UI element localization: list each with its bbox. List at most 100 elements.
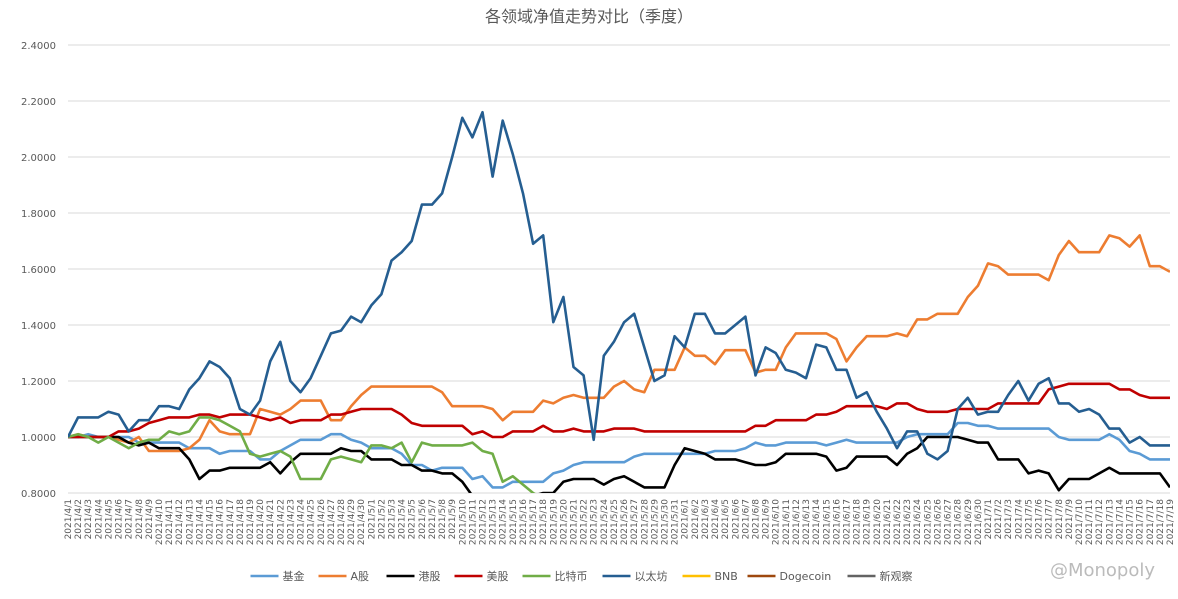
x-tick-label: 2021/4/9 bbox=[145, 499, 155, 540]
y-tick-label: 1.6000 bbox=[21, 265, 56, 276]
x-tick-label: 2021/4/24 bbox=[297, 499, 307, 545]
y-tick-label: 1.0000 bbox=[21, 433, 56, 444]
x-tick-label: 2021/4/23 bbox=[286, 499, 296, 545]
x-tick-label: 2021/6/15 bbox=[822, 499, 832, 545]
x-tick-label: 2021/5/16 bbox=[519, 499, 529, 545]
x-tick-label: 2021/5/25 bbox=[610, 499, 620, 545]
x-tick-label: 2021/4/17 bbox=[226, 499, 236, 545]
x-tick-label: 2021/4/27 bbox=[327, 499, 337, 545]
x-tick-label: 2021/6/4 bbox=[711, 499, 721, 540]
x-tick-label: 2021/5/9 bbox=[448, 499, 458, 540]
x-tick-label: 2021/4/28 bbox=[337, 499, 347, 545]
x-tick-label: 2021/7/1 bbox=[984, 499, 994, 539]
x-tick-label: 2021/5/22 bbox=[580, 499, 590, 545]
x-tick-label: 2021/4/11 bbox=[165, 499, 175, 545]
x-tick-label: 2021/6/25 bbox=[923, 499, 933, 545]
x-tick-label: 2021/7/10 bbox=[1075, 499, 1085, 545]
x-tick-label: 2021/5/21 bbox=[570, 499, 580, 545]
series-line bbox=[68, 421, 1170, 489]
x-tick-label: 2021/7/12 bbox=[1095, 499, 1105, 545]
x-tick-label: 2021/6/24 bbox=[913, 499, 923, 545]
x-tick-label: 2021/7/8 bbox=[1055, 499, 1065, 540]
x-tick-label: 2021/4/14 bbox=[195, 499, 205, 545]
x-tick-label: 2021/6/8 bbox=[751, 499, 761, 540]
x-tick-label: 2021/6/1 bbox=[681, 499, 691, 539]
x-tick-label: 2021/7/15 bbox=[1126, 499, 1136, 545]
legend-label: 基金 bbox=[283, 569, 305, 583]
x-tick-label: 2021/6/10 bbox=[772, 499, 782, 545]
x-tick-label: 2021/6/9 bbox=[762, 499, 772, 540]
x-tick-label: 2021/5/12 bbox=[479, 499, 489, 545]
y-tick-label: 0.8000 bbox=[21, 489, 56, 500]
x-tick-label: 2021/6/2 bbox=[691, 499, 701, 539]
x-tick-label: 2021/6/3 bbox=[701, 499, 711, 539]
x-tick-label: 2021/4/25 bbox=[307, 499, 317, 545]
x-tick-label: 2021/5/15 bbox=[509, 499, 519, 545]
x-tick-label: 2021/5/2 bbox=[377, 499, 387, 539]
legend-label: 比特币 bbox=[555, 569, 588, 583]
y-tick-label: 1.2000 bbox=[21, 377, 56, 388]
x-tick-label: 2021/7/2 bbox=[994, 499, 1004, 539]
x-tick-label: 2021/5/29 bbox=[650, 499, 660, 545]
x-tick-label: 2021/4/2 bbox=[74, 499, 84, 539]
x-tick-label: 2021/4/4 bbox=[94, 499, 104, 540]
x-tick-label: 2021/4/3 bbox=[84, 499, 94, 539]
x-tick-label: 2021/5/24 bbox=[600, 499, 610, 545]
plot-lines bbox=[68, 110, 1170, 493]
x-tick-label: 2021/5/17 bbox=[529, 499, 539, 545]
x-tick-label: 2021/7/14 bbox=[1115, 499, 1125, 545]
x-tick-label: 2021/4/8 bbox=[135, 499, 145, 540]
x-tick-label: 2021/5/14 bbox=[499, 499, 509, 545]
x-tick-label: 2021/4/21 bbox=[266, 499, 276, 545]
x-tick-label: 2021/4/18 bbox=[236, 499, 246, 545]
x-tick-label: 2021/7/6 bbox=[1035, 499, 1045, 540]
x-tick-label: 2021/4/20 bbox=[256, 499, 266, 545]
x-tick-label: 2021/6/19 bbox=[863, 499, 873, 545]
x-tick-label: 2021/6/16 bbox=[832, 499, 842, 545]
y-tick-label: 1.8000 bbox=[21, 209, 56, 220]
x-tick-label: 2021/4/22 bbox=[276, 499, 286, 545]
x-tick-label: 2021/5/18 bbox=[539, 499, 549, 545]
x-tick-label: 2021/5/7 bbox=[428, 499, 438, 539]
x-tick-label: 2021/4/10 bbox=[155, 499, 165, 545]
x-tick-label: 2021/5/27 bbox=[630, 499, 640, 545]
x-tick-label: 2021/5/19 bbox=[549, 499, 559, 545]
x-tick-label: 2021/6/11 bbox=[782, 499, 792, 545]
x-tick-label: 2021/6/23 bbox=[903, 499, 913, 545]
x-tick-label: 2021/6/21 bbox=[883, 499, 893, 545]
x-tick-label: 2021/7/9 bbox=[1065, 499, 1075, 540]
x-tick-label: 2021/6/26 bbox=[933, 499, 943, 545]
x-tick-label: 2021/5/3 bbox=[388, 499, 398, 539]
x-tick-label: 2021/7/19 bbox=[1166, 499, 1176, 545]
x-tick-label: 2021/6/6 bbox=[731, 499, 741, 540]
legend-label: A股 bbox=[351, 570, 370, 583]
x-tick-label: 2021/5/4 bbox=[398, 499, 408, 540]
legend-label: 美股 bbox=[487, 570, 509, 583]
y-tick-label: 2.0000 bbox=[21, 153, 56, 164]
x-tick-label: 2021/5/31 bbox=[671, 499, 681, 545]
x-tick-label: 2021/5/1 bbox=[367, 499, 377, 539]
x-tick-label: 2021/4/5 bbox=[104, 499, 114, 539]
x-tick-label: 2021/5/8 bbox=[438, 499, 448, 540]
chart-title: 各领域净值走势对比（季度） bbox=[485, 7, 693, 26]
x-tick-label: 2021/5/10 bbox=[458, 499, 468, 545]
legend-label: Dogecoin bbox=[780, 570, 832, 583]
x-tick-label: 2021/6/29 bbox=[964, 499, 974, 545]
x-tick-label: 2021/7/11 bbox=[1085, 499, 1095, 545]
y-tick-label: 1.4000 bbox=[21, 321, 56, 332]
x-tick-label: 2021/4/26 bbox=[317, 499, 327, 545]
x-tick-label: 2021/5/20 bbox=[559, 499, 569, 545]
x-tick-label: 2021/7/5 bbox=[1024, 499, 1034, 539]
x-tick-label: 2021/4/30 bbox=[357, 499, 367, 545]
series-line bbox=[68, 110, 1170, 461]
legend-label: BNB bbox=[715, 570, 738, 583]
x-tick-label: 2021/7/16 bbox=[1136, 499, 1146, 545]
x-tick-label: 2021/6/28 bbox=[954, 499, 964, 545]
x-tick-label: 2021/7/3 bbox=[1004, 499, 1014, 539]
x-tick-label: 2021/6/30 bbox=[974, 499, 984, 545]
series-line bbox=[68, 435, 1170, 493]
x-tick-label: 2021/6/12 bbox=[792, 499, 802, 545]
x-tick-label: 2021/7/17 bbox=[1146, 499, 1156, 545]
legend-label: 港股 bbox=[419, 570, 441, 583]
